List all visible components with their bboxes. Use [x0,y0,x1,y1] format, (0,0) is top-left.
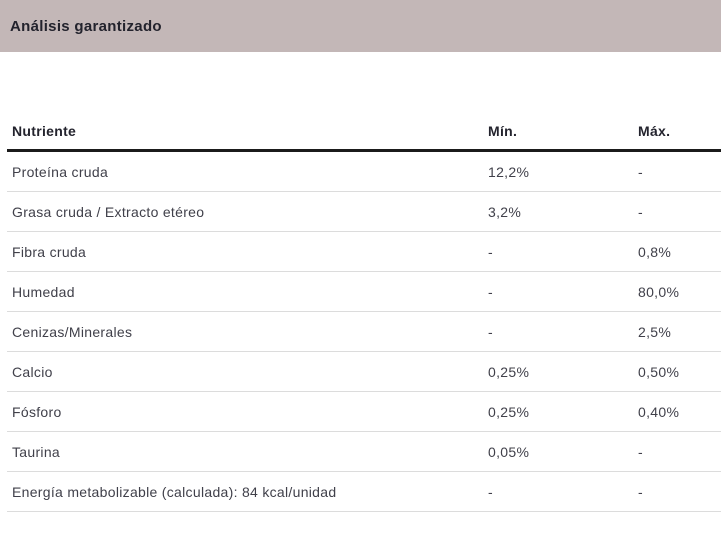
row-nutrient-label: Proteína cruda [12,163,109,180]
row-nutrient-label: Grasa cruda / Extracto etéreo [12,203,205,220]
row-nutrient-label: Calcio [12,363,53,380]
row-nutrient-label: Fibra cruda [12,243,87,260]
column-header-min: Mín. [488,123,518,139]
row-max-value: 0,40% [638,403,680,420]
row-min-value: 0,25% [488,363,530,380]
row-min-value: - [488,323,493,340]
row-min-value: 0,05% [488,443,530,460]
table-row: Fibra cruda - 0,8% [7,232,721,272]
row-max-value: - [638,443,643,460]
row-min-value: - [488,483,493,500]
row-min-value: 0,25% [488,403,530,420]
column-header-nutrient: Nutriente [12,123,77,139]
row-nutrient-label: Energía metabolizable (calculada): 84 kc… [12,483,337,500]
table-row: Taurina 0,05% - [7,432,721,472]
table-row: Grasa cruda / Extracto etéreo 3,2% - [7,192,721,232]
row-max-value: 80,0% [638,283,680,300]
row-max-value: 2,5% [638,323,672,340]
column-header-max: Máx. [638,123,671,139]
row-min-value: 3,2% [488,203,522,220]
row-min-value: 12,2% [488,163,530,180]
table-row: Cenizas/Minerales - 2,5% [7,312,721,352]
table-header-row: Nutriente Mín. Máx. [7,113,721,152]
row-max-value: - [638,483,643,500]
table-row: Fósforo 0,25% 0,40% [7,392,721,432]
row-nutrient-label: Cenizas/Minerales [12,323,133,340]
guaranteed-analysis-table: Nutriente Mín. Máx. Proteína cruda 12,2% -… [7,113,721,512]
row-max-value: 0,8% [638,243,672,260]
table-row: Proteína cruda 12,2% - [7,152,721,192]
row-max-value: - [638,203,643,220]
row-max-value: 0,50% [638,363,680,380]
section-title: Análisis garantizado [10,17,162,35]
row-max-value: - [638,163,643,180]
row-nutrient-label: Humedad [12,283,75,300]
row-nutrient-label: Fósforo [12,403,62,420]
section-header-bar: Análisis garantizado [0,0,721,52]
row-nutrient-label: Taurina [12,443,61,460]
table-row: Humedad - 80,0% [7,272,721,312]
table-body: Proteína cruda 12,2% - Grasa cruda / Extrac… [7,152,721,512]
table-row: Energía metabolizable (calculada): 84 kc… [7,472,721,512]
row-min-value: - [488,243,493,260]
row-min-value: - [488,283,493,300]
table-row: Calcio 0,25% 0,50% [7,352,721,392]
